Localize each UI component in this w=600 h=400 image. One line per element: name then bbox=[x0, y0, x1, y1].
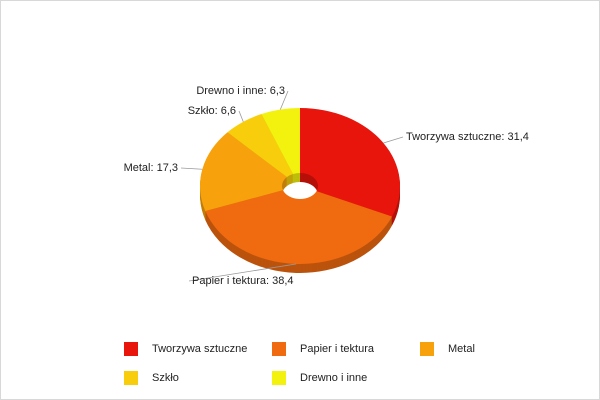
legend-label: Drewno i inne bbox=[300, 372, 367, 384]
slice bbox=[200, 132, 287, 212]
legend-swatch bbox=[272, 371, 286, 385]
leader-line bbox=[279, 90, 289, 110]
leader-line bbox=[180, 167, 203, 170]
legend-label: Tworzywa sztuczne bbox=[152, 343, 247, 355]
data-label: Szkło: 6,6 bbox=[188, 105, 236, 117]
data-label: Papier i tektura: 38,4 bbox=[192, 275, 294, 287]
data-label: Tworzywa sztuczne: 31,4 bbox=[406, 131, 529, 143]
legend-label: Szkło bbox=[152, 372, 179, 384]
legend-swatch bbox=[124, 371, 138, 385]
leader-line bbox=[238, 110, 244, 122]
slice bbox=[227, 114, 294, 178]
data-label: Metal: 17,3 bbox=[124, 162, 178, 174]
legend-swatch bbox=[272, 342, 286, 356]
legend-label: Metal bbox=[448, 343, 475, 355]
slice bbox=[205, 190, 393, 264]
legend-swatch bbox=[420, 342, 434, 356]
data-label: Drewno i inne: 6,3 bbox=[196, 85, 285, 97]
legend-label: Papier i tektura bbox=[300, 343, 375, 355]
slice bbox=[300, 108, 401, 217]
legend-swatch bbox=[124, 342, 138, 356]
slice bbox=[261, 108, 300, 175]
leader-line bbox=[188, 263, 297, 282]
leader-line bbox=[383, 136, 404, 144]
